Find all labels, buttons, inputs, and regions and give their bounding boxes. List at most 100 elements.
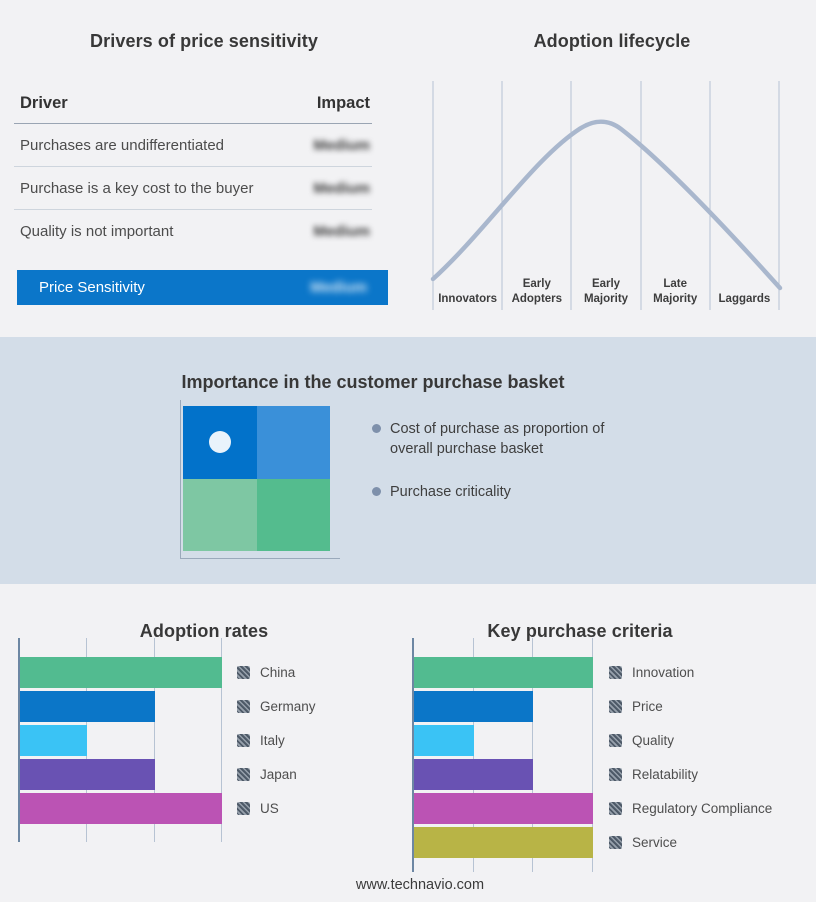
lifecycle-panel: Adoption lifecycle Innovators Early Adopt… <box>408 0 816 337</box>
adoption-rates-plot <box>18 638 222 842</box>
hatched-swatch-icon <box>237 802 250 815</box>
hatched-swatch-icon <box>609 802 622 815</box>
column-driver: Driver <box>20 94 68 112</box>
legend-label: Relatability <box>632 767 699 782</box>
stage-label: Innovators <box>438 292 497 305</box>
lifecycle-gridlines <box>432 81 780 310</box>
legend-item: Japan <box>237 759 316 790</box>
adoption-rates-legend: China Germany Italy Japan US <box>237 657 316 827</box>
legend-label: Italy <box>260 733 285 748</box>
legend-label: Regulatory Compliance <box>632 801 773 816</box>
bullet-text: Purchase criticality <box>390 483 511 500</box>
quadrant-cell-bottom-left <box>183 478 257 551</box>
legend-item: Germany <box>237 691 316 722</box>
gridline <box>592 638 593 872</box>
bar-innovation <box>414 657 593 688</box>
drivers-rows: Purchases are undifferentiated Medium Purc… <box>14 124 372 252</box>
bar-relatability <box>414 759 534 790</box>
driver-cell: Quality is not important <box>20 222 174 240</box>
bullet-item: Purchase criticality <box>372 482 640 502</box>
hatched-swatch-icon <box>237 734 250 747</box>
bullet-item: Cost of purchase as proportion of overal… <box>372 419 640 460</box>
hatched-swatch-icon <box>237 700 250 713</box>
legend-label: China <box>260 665 296 680</box>
legend-item: Relatability <box>609 759 772 790</box>
bullet-text: Cost of purchase as proportion of overal… <box>390 421 605 458</box>
key-criteria-legend: Innovation Price Quality Relatability Regula… <box>609 657 772 861</box>
legend-item: US <box>237 793 316 824</box>
basket-bullet-list: Cost of purchase as proportion of overal… <box>372 419 640 524</box>
summary-label: Price Sensitivity <box>39 279 145 296</box>
driver-row: Purchase is a key cost to the buyer Mediu… <box>14 167 372 210</box>
stage-label: Early Adopters <box>511 278 563 305</box>
position-marker-dot <box>209 431 231 453</box>
footer-url: www.technavio.com <box>355 877 485 893</box>
gridline <box>221 638 222 842</box>
bell-curve <box>430 119 783 291</box>
legend-label: Japan <box>260 767 297 782</box>
legend-label: Germany <box>260 699 316 714</box>
legend-item: Innovation <box>609 657 772 688</box>
impact-cell-blurred: Medium <box>313 136 370 154</box>
adoption-rates-title: Adoption rates <box>139 620 269 641</box>
legend-label: Service <box>632 835 678 850</box>
basket-title: Importance in the customer purchase bask… <box>181 371 565 392</box>
bar-us <box>20 793 222 824</box>
bullet-dot-icon <box>372 486 381 496</box>
quadrant-matrix <box>183 406 330 551</box>
stage-label: Early Majority <box>583 278 629 305</box>
legend-item: Italy <box>237 725 316 756</box>
price-sensitivity-summary-bar: Price Sensitivity Medium <box>17 270 388 305</box>
purchase-basket-band: Importance in the customer purchase bask… <box>0 337 816 584</box>
bar-italy <box>20 725 88 756</box>
driver-cell: Purchases are undifferentiated <box>20 136 225 154</box>
hatched-swatch-icon <box>609 734 622 747</box>
legend-item: Service <box>609 827 772 858</box>
gridline <box>153 638 155 842</box>
gridline <box>532 638 534 872</box>
drivers-panel: Drivers of price sensitivity Driver Impa… <box>0 0 408 337</box>
value-axis-line <box>18 638 20 842</box>
bar-japan <box>20 759 155 790</box>
driver-cell: Purchase is a key cost to the buyer <box>20 179 254 197</box>
quadrant-cell-top-right <box>256 406 330 479</box>
legend-item: Regulatory Compliance <box>609 793 772 824</box>
hatched-swatch-icon <box>609 700 622 713</box>
bar-germany <box>20 691 155 722</box>
bar-china <box>20 657 222 688</box>
legend-label: Price <box>632 699 663 714</box>
summary-impact-blurred: Medium <box>310 279 367 296</box>
hatched-swatch-icon <box>609 836 622 849</box>
column-impact: Impact <box>316 94 370 112</box>
hatched-swatch-icon <box>609 768 622 781</box>
quadrant-axes <box>180 400 340 559</box>
driver-row: Quality is not important Medium <box>14 210 372 252</box>
bar-quality <box>414 725 474 756</box>
legend-item: China <box>237 657 316 688</box>
lifecycle-curve-chart <box>430 81 783 310</box>
drivers-table-header: Driver Impact <box>14 92 372 124</box>
legend-label: US <box>260 801 279 816</box>
hatched-swatch-icon <box>237 768 250 781</box>
hatched-swatch-icon <box>237 666 250 679</box>
bullet-dot-icon <box>372 424 381 433</box>
lifecycle-title: Adoption lifecycle <box>533 30 691 51</box>
key-criteria-title: Key purchase criteria <box>487 620 673 641</box>
impact-cell-blurred: Medium <box>313 179 370 197</box>
key-criteria-panel: Key purchase criteria Innovation Price Qua… <box>408 584 816 902</box>
impact-cell-blurred: Medium <box>313 222 370 240</box>
drivers-table: Driver Impact Purchases are undifferenti… <box>14 92 372 252</box>
bar-service <box>414 827 593 858</box>
adoption-rates-panel: Adoption rates China Germany Italy Japan US <box>0 584 408 902</box>
key-criteria-plot <box>412 638 593 872</box>
value-axis-line <box>412 638 414 872</box>
quadrant-cell-bottom-right <box>256 478 330 551</box>
stage-label: Laggards <box>718 292 771 305</box>
legend-label: Quality <box>632 733 675 748</box>
bar-price <box>414 691 534 722</box>
legend-item: Price <box>609 691 772 722</box>
legend-item: Quality <box>609 725 772 756</box>
hatched-swatch-icon <box>609 666 622 679</box>
legend-label: Innovation <box>632 665 695 680</box>
